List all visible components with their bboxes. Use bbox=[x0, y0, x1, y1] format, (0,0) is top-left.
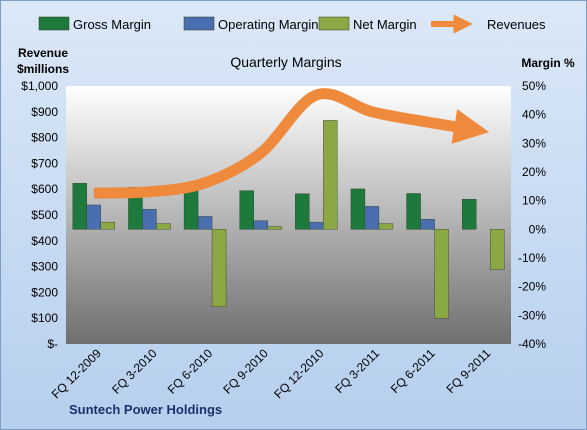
x-tick-label: FQ 3-2011 bbox=[332, 346, 382, 396]
y-left-tick-label: $500 bbox=[31, 208, 58, 222]
chart-title: Quarterly Margins bbox=[230, 54, 341, 70]
y-left-tick-label: $600 bbox=[31, 182, 58, 196]
bar-gross-margin bbox=[350, 188, 366, 230]
bar-gross-margin bbox=[295, 193, 310, 230]
bar-net-margin bbox=[434, 229, 449, 319]
y-left-title-line2: $millions bbox=[17, 62, 69, 76]
legend-swatch-net-margin bbox=[318, 16, 350, 31]
y-left-tick-label: $1,000 bbox=[21, 79, 58, 93]
y-right-tick-label: 40% bbox=[522, 108, 546, 122]
bar-operating-margin bbox=[86, 204, 102, 230]
bar-operating-margin bbox=[142, 209, 157, 230]
bar-net-margin bbox=[156, 223, 171, 230]
y-left-tick-label: $800 bbox=[31, 131, 58, 145]
bars-group bbox=[72, 120, 505, 319]
bar-net-margin bbox=[489, 229, 505, 270]
x-tick-label: FQ 12-2010 bbox=[271, 346, 326, 401]
revenue-line bbox=[93, 88, 490, 199]
company-name: Suntech Power Holdings bbox=[69, 402, 222, 417]
legend: Gross Margin Operating Margin Net Margin Re… bbox=[38, 14, 546, 34]
legend-swatch-operating-margin bbox=[183, 16, 215, 31]
y-right-tick-label: -30% bbox=[518, 308, 546, 322]
bar-operating-margin bbox=[420, 219, 435, 230]
y-left-tick-label: $100 bbox=[31, 311, 58, 325]
legend-label: Net Margin bbox=[353, 17, 417, 32]
x-tick-label: FQ 6-2010 bbox=[165, 346, 216, 397]
y-left-tick-label: $200 bbox=[31, 285, 58, 299]
bar-operating-margin bbox=[364, 206, 380, 230]
y-right-axis: -40% -30% -20% -10% 0% 10% 20% 30% 40% 50% bbox=[518, 79, 546, 351]
y-right-tick-label: -10% bbox=[518, 251, 546, 265]
x-tick-label: FQ 6-2011 bbox=[388, 346, 438, 396]
y-right-tick-label: 20% bbox=[522, 165, 546, 179]
bar-net-margin bbox=[267, 226, 282, 230]
y-right-tick-label: 0% bbox=[529, 222, 547, 236]
y-left-title-line1: Revenue bbox=[18, 46, 68, 60]
legend-label: Operating Margin bbox=[218, 17, 318, 32]
bar-gross-margin bbox=[406, 193, 421, 230]
y-left-tick-label: $400 bbox=[31, 234, 58, 248]
y-left-tick-label: $- bbox=[47, 337, 58, 351]
bar-gross-margin bbox=[461, 199, 477, 230]
y-left-tick-label: $900 bbox=[31, 105, 58, 119]
x-tick-label: FQ 9-2010 bbox=[220, 346, 271, 397]
bar-gross-margin bbox=[183, 189, 199, 230]
y-right-tick-label: 30% bbox=[522, 136, 546, 150]
bar-operating-margin bbox=[253, 220, 268, 230]
bar-gross-margin bbox=[72, 182, 88, 230]
y-right-tick-label: -20% bbox=[518, 280, 546, 294]
bar-net-margin bbox=[100, 221, 116, 230]
y-right-tick-label: 10% bbox=[522, 194, 546, 208]
x-tick-label: FQ 12-2009 bbox=[49, 346, 104, 401]
x-tick-label: FQ 3-2010 bbox=[109, 346, 160, 397]
y-right-title: Margin % bbox=[521, 56, 575, 70]
x-axis: FQ 12-2009 FQ 3-2010 FQ 6-2010 FQ 9-2010 FQ … bbox=[49, 346, 494, 401]
legend-swatch-gross-margin bbox=[38, 16, 70, 31]
legend-label: Gross Margin bbox=[73, 17, 151, 32]
bar-net-margin bbox=[378, 223, 394, 230]
y-left-tick-label: $300 bbox=[31, 260, 58, 274]
bar-gross-margin bbox=[239, 190, 254, 230]
y-right-tick-label: 50% bbox=[522, 79, 546, 93]
y-left-axis: $- $100 $200 $300 $400 $500 $600 $700 $800 $900 $1… bbox=[21, 79, 58, 351]
bar-operating-margin bbox=[309, 221, 324, 230]
revenue-line-group bbox=[93, 88, 490, 199]
bar-net-margin bbox=[211, 229, 227, 307]
bar-net-margin bbox=[323, 120, 338, 230]
legend-label: Revenues bbox=[487, 17, 546, 32]
x-tick-label: FQ 9-2011 bbox=[443, 346, 493, 396]
y-right-tick-label: -40% bbox=[518, 337, 546, 351]
bar-operating-margin bbox=[197, 216, 213, 230]
y-left-tick-label: $700 bbox=[31, 156, 58, 170]
